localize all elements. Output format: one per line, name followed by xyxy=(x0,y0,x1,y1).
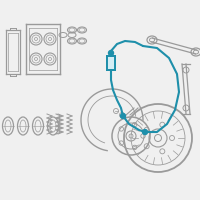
FancyBboxPatch shape xyxy=(107,56,115,70)
Ellipse shape xyxy=(142,130,148,134)
Bar xyxy=(107,56,115,70)
Ellipse shape xyxy=(120,114,126,118)
Ellipse shape xyxy=(108,50,114,55)
